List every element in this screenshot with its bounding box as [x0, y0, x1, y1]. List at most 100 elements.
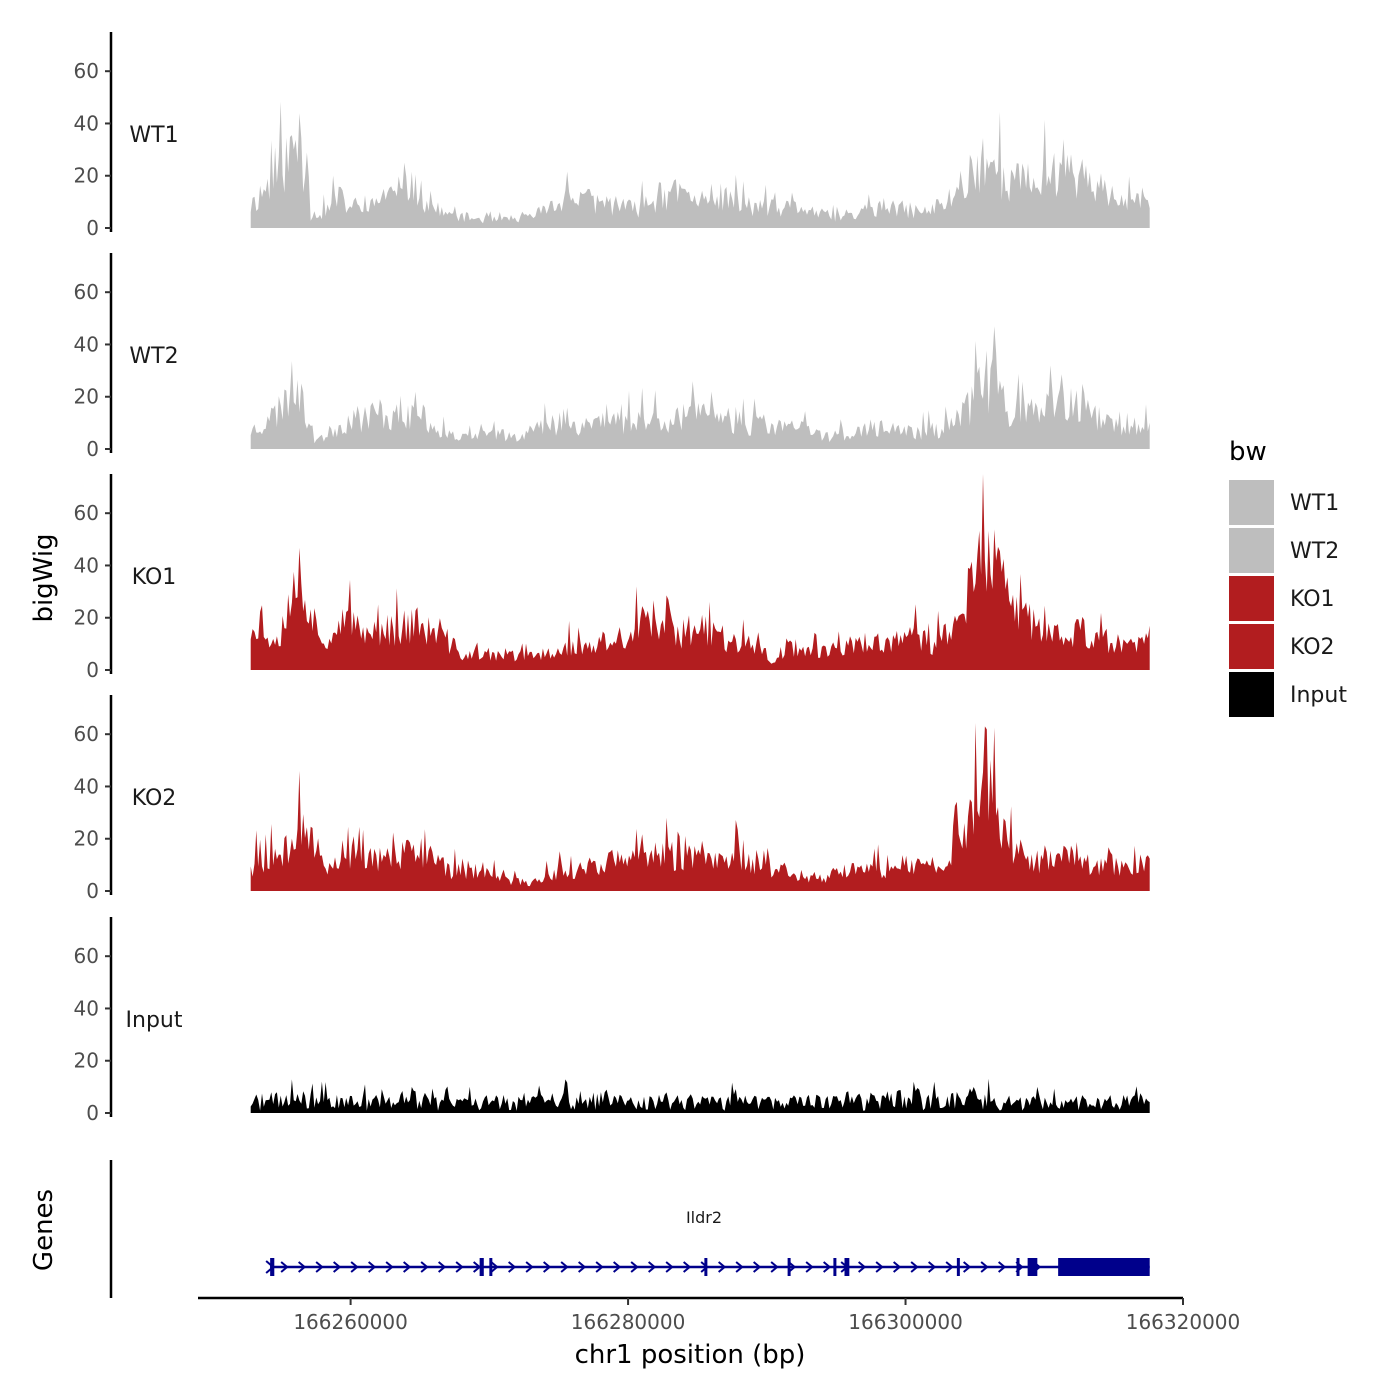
gene-exon: [787, 1258, 791, 1276]
strand-arrow: [1032, 1261, 1042, 1273]
x-axis-title: chr1 position (bp): [575, 1340, 806, 1370]
strand-arrow: [945, 1261, 954, 1273]
genes-panel-title: Genes: [29, 1189, 59, 1271]
strand-arrow: [893, 1261, 902, 1273]
x-tick-label: 166280000: [571, 1310, 686, 1334]
strand-arrow: [350, 1261, 359, 1273]
strand-arrow: [805, 1261, 814, 1273]
y-tick-label: 60: [74, 501, 99, 525]
strand-arrow: [265, 1260, 275, 1274]
strand-arrow: [420, 1261, 429, 1273]
y-tick-label: 20: [74, 606, 99, 630]
strand-arrow: [753, 1261, 762, 1273]
gene-label: Ildr2: [686, 1208, 722, 1227]
legend-swatch-ko1: [1229, 576, 1274, 621]
signal-area-ko2: [250, 723, 1150, 891]
legend-label-wt2: WT2: [1290, 539, 1339, 564]
gene-model: [265, 1258, 1150, 1276]
track-ko2: 0 20 40 60 KO2: [74, 695, 1150, 903]
strand-arrow: [368, 1261, 377, 1273]
strand-arrow: [788, 1261, 797, 1273]
strand-arrow: [298, 1261, 307, 1273]
track-label: WT1: [129, 123, 178, 148]
strand-arrow: [613, 1261, 622, 1273]
strand-arrow: [928, 1261, 937, 1273]
y-axis-title: bigWig: [29, 533, 59, 622]
y-tick-label: 0: [86, 658, 99, 682]
y-tick-label: 40: [74, 111, 99, 135]
strand-arrow: [315, 1261, 324, 1273]
strand-arrow: [998, 1261, 1007, 1273]
strand-arrow: [560, 1261, 569, 1273]
strand-arrow: [910, 1261, 919, 1273]
signal-area-wt2: [250, 326, 1150, 449]
strand-arrow: [700, 1261, 709, 1273]
gene-exon: [489, 1258, 493, 1276]
strand-arrow: [438, 1261, 447, 1273]
track-label: WT2: [129, 344, 178, 369]
strand-arrow: [648, 1261, 657, 1273]
gene-exon: [1058, 1258, 1150, 1276]
y-tick-label: 20: [74, 1049, 99, 1073]
x-ticks: 166260000 166280000 166300000 166320000: [293, 1298, 1240, 1334]
y-tick-label: 40: [74, 996, 99, 1020]
strand-arrow: [473, 1261, 482, 1273]
y-tick-label: 0: [86, 879, 99, 903]
y-tick-label: 40: [74, 553, 99, 577]
strand-arrow: [718, 1261, 727, 1273]
legend: bw WT1 WT2 KO1 KO2 Input: [1229, 437, 1347, 717]
strand-arrow: [455, 1261, 464, 1273]
track-label: KO1: [132, 565, 177, 590]
track-ko1: 0 20 40 60 KO1: [74, 474, 1150, 682]
legend-title: bw: [1229, 437, 1267, 467]
x-tick-label: 166260000: [293, 1310, 408, 1334]
signal-area-input: [250, 1078, 1150, 1113]
y-tick-label: 60: [74, 722, 99, 746]
legend-label-ko1: KO1: [1290, 587, 1335, 612]
strand-arrow: [840, 1261, 849, 1273]
strand-arrow: [525, 1261, 534, 1273]
strand-arrow: [490, 1261, 499, 1273]
strand-arrow: [1015, 1261, 1024, 1273]
legend-label-input: Input: [1290, 683, 1347, 708]
x-tick-label: 166320000: [1126, 1310, 1241, 1334]
x-axis: 166260000 166280000 166300000 166320000 chr…: [198, 1296, 1240, 1370]
strand-arrow: [543, 1261, 552, 1273]
strand-arrow: [578, 1261, 587, 1273]
tracks-layer: 0 20 40 60 WT1 0 20 40 60 WT2 0 20 40 60 KO1 0 20 40 60 KO2…: [74, 32, 1150, 1125]
signal-area-ko1: [250, 474, 1150, 670]
gene-exon: [1016, 1258, 1020, 1276]
track-wt2: 0 20 40 60 WT2: [74, 253, 1150, 461]
gene-exon: [1027, 1258, 1038, 1276]
y-tick-label: 60: [74, 280, 99, 304]
legend-swatch-wt2: [1229, 528, 1274, 573]
track-wt1: 0 20 40 60 WT1: [74, 32, 1150, 240]
y-tick-label: 60: [74, 59, 99, 83]
track-input: 0 20 40 60 Input: [74, 917, 1150, 1125]
y-tick-label: 40: [74, 332, 99, 356]
gene-exon: [956, 1258, 960, 1276]
x-tick-label: 166300000: [848, 1310, 963, 1334]
legend-label-ko2: KO2: [1290, 635, 1335, 660]
strand-arrow: [665, 1261, 674, 1273]
y-tick-label: 0: [86, 1101, 99, 1125]
strand-arrow: [385, 1261, 394, 1273]
strand-arrow: [280, 1261, 289, 1273]
y-tick-label: 60: [74, 944, 99, 968]
legend-swatch-ko2: [1229, 624, 1274, 669]
strand-arrow: [630, 1261, 639, 1273]
strand-arrow: [403, 1261, 412, 1273]
legend-swatch-wt1: [1229, 480, 1274, 525]
y-tick-label: 20: [74, 385, 99, 409]
y-tick-label: 40: [74, 774, 99, 798]
y-tick-label: 20: [74, 164, 99, 188]
genes-panel: Genes Ildr2: [29, 1160, 1150, 1298]
signal-area-wt1: [250, 101, 1150, 228]
y-tick-label: 20: [74, 827, 99, 851]
strand-arrow: [858, 1261, 867, 1273]
legend-items: WT1 WT2 KO1 KO2 Input: [1229, 480, 1347, 717]
strand-arrow: [595, 1261, 604, 1273]
y-tick-label: 0: [86, 216, 99, 240]
strand-arrow: [980, 1261, 989, 1273]
